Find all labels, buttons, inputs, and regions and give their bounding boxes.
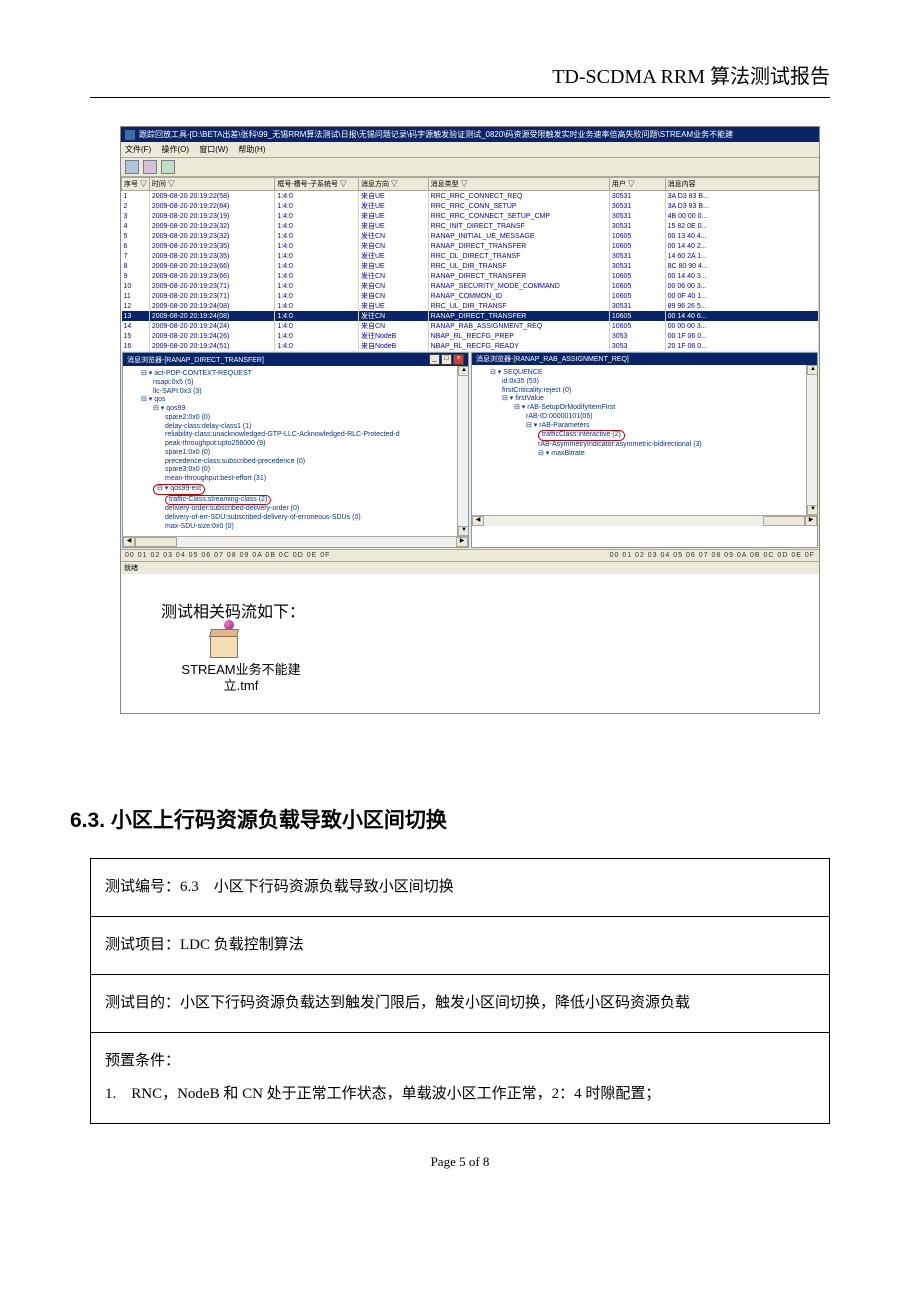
tree-node[interactable]: max-SDU-size:0x0 (0): [165, 523, 451, 532]
grid-header[interactable]: 时间 ▽: [149, 178, 274, 191]
table-row[interactable]: 112009-08-20 20:19:23(71)1:4:0来自CNRANAP_…: [122, 291, 819, 301]
hex-ruler: 00 01 02 03 04 05 06 07 08 09 0A 0B 0C 0…: [121, 549, 819, 561]
table-row[interactable]: 22009-08-20 20:19:22(84)1:4:0发往UERRC_RRC…: [122, 201, 819, 211]
hex-left: 00 01 02 03 04 05 06 07 08 09 0A 0B 0C 0…: [125, 552, 330, 559]
menu-bar[interactable]: 文件(F) 操作(O) 窗口(W) 帮助(H): [121, 142, 819, 158]
tree-node[interactable]: precedence-class:subscribed-precedence (…: [165, 458, 451, 467]
table-row[interactable]: 92009-08-20 20:19:23(66)1:4:0发往CNRANAP_D…: [122, 271, 819, 281]
tree-node[interactable]: ⊟ ▾ SEQUENCE: [490, 369, 800, 378]
tree-node[interactable]: rAB-ID:00000101(05): [526, 413, 800, 422]
table-row[interactable]: 122009-08-20 20:19:24(08)1:4:0来自UERRC_UL…: [122, 301, 819, 311]
table-row[interactable]: 32009-08-20 20:19:23(19)1:4:0来自UERRC_RRC…: [122, 211, 819, 221]
menu-file[interactable]: 文件(F): [125, 145, 151, 154]
refresh-icon[interactable]: [161, 160, 175, 174]
table-row[interactable]: 12009-08-20 20:19:22(58)1:4:0来自UERRC_RRC…: [122, 191, 819, 202]
tree-node[interactable]: ⊟ ▾ qos99: [153, 405, 451, 414]
tree-node[interactable]: delivery-of-err-SDU:subscribed-delivery-…: [165, 514, 451, 523]
right-vscroll[interactable]: ▲▼: [806, 365, 817, 515]
grid-header[interactable]: 序号 ▽: [122, 178, 150, 191]
table-row[interactable]: 72009-08-20 20:19:23(35)1:4:0发往UERRC_DL_…: [122, 251, 819, 261]
tree-node[interactable]: ⊟ ▾ rAB-SetupOrModifyItemFirst: [514, 404, 800, 413]
file-label: STREAM业务不能建立.tmf: [171, 662, 311, 696]
tree-node[interactable]: trafficClass:interactive (2): [538, 430, 800, 441]
table-row[interactable]: 142009-08-20 20:19:24(24)1:4:0来自CNRANAP_…: [122, 321, 819, 331]
attached-file[interactable]: STREAM业务不能建立.tmf: [171, 630, 311, 696]
left-pane-title-text: 消息浏览器-[RANAP_DIRECT_TRANSFER]: [127, 355, 264, 365]
header-rule: [90, 97, 830, 98]
tree-node[interactable]: traffic-Class:streaming-class (2): [165, 495, 451, 506]
tree-node[interactable]: firstCriticality:reject (0): [502, 387, 800, 396]
grid-header[interactable]: 框号-槽号-子系统号 ▽: [275, 178, 359, 191]
tree-node[interactable]: ⊟ ▾ qos: [141, 396, 451, 405]
spec-row-item: 测试项目：LDC 负载控制算法: [91, 917, 830, 975]
tree-node[interactable]: peak-throughput:upto256000 (9): [165, 440, 451, 449]
tree-node[interactable]: ⊟ ▾ maxBitrate: [538, 450, 800, 459]
right-pane-title: 消息浏览器-[RANAP_RAB_ASSIGNMENT_REQ]: [472, 353, 817, 365]
tree-node[interactable]: ⊟ ▾ firstValue: [502, 395, 800, 404]
right-pane: 消息浏览器-[RANAP_RAB_ASSIGNMENT_REQ] ⊟ ▾ SEQ…: [471, 352, 818, 548]
spec-row-precond: 预置条件： 1. RNC，NodeB 和 CN 处于正常工作状态，单载波小区工作…: [91, 1033, 830, 1124]
open-icon[interactable]: [125, 160, 139, 174]
below-caption: 测试相关码流如下：: [161, 598, 819, 622]
table-row[interactable]: 82009-08-20 20:19:23(66)1:4:0来自UERRC_UL_…: [122, 261, 819, 271]
tree-node[interactable]: mean-throughput:best-effort (31): [165, 475, 451, 484]
menu-window[interactable]: 窗口(W): [199, 145, 228, 154]
detail-panes: 消息浏览器-[RANAP_DIRECT_TRANSFER] _□× ⊟ ▾ ac…: [121, 351, 819, 549]
tree-node[interactable]: delay-class:delay-class1 (1): [165, 423, 451, 432]
grid-header[interactable]: 用户 ▽: [609, 178, 665, 191]
left-pane-winbuttons[interactable]: _□×: [428, 354, 464, 365]
embedded-screenshot: 跟踪回放工具-[D:\BETA出差\张科\99_无锡RRM算法测试\日报\无锡问…: [120, 126, 820, 714]
window-title-text: 跟踪回放工具-[D:\BETA出差\张科\99_无锡RRM算法测试\日报\无锡问…: [139, 129, 733, 140]
test-spec-table: 测试编号：6.3 小区下行码资源负载导致小区间切换 测试项目：LDC 负载控制算…: [90, 858, 830, 1124]
grid-header[interactable]: 消息类型 ▽: [428, 178, 609, 191]
minimize-icon[interactable]: _: [429, 354, 440, 365]
page-footer: Page 5 of 8: [90, 1154, 830, 1170]
tree-node[interactable]: llc-SAPI:0x3 (3): [153, 388, 451, 397]
tree-node[interactable]: spare1:0x0 (0): [165, 449, 451, 458]
page-header-title: TD-SCDMA RRM 算法测试报告: [90, 60, 830, 89]
close-icon[interactable]: ×: [453, 354, 464, 365]
menu-operate[interactable]: 操作(O): [161, 145, 189, 154]
status-bar: 就绪: [121, 561, 819, 574]
section-heading-6-3: 6.3. 小区上行码资源负载导致小区间切换: [70, 804, 830, 834]
right-tree[interactable]: ⊟ ▾ SEQUENCEid:0x35 (53)firstCriticality…: [472, 365, 806, 463]
spec-row-purpose: 测试目的：小区下行码资源负载达到触发门限后，触发小区间切换，降低小区码资源负载: [91, 975, 830, 1033]
package-icon: [206, 630, 240, 658]
table-row[interactable]: 42009-08-20 20:19:23(32)1:4:0来自UERRC_INI…: [122, 221, 819, 231]
table-row[interactable]: 52009-08-20 20:19:23(32)1:4:0发往CNRANAP_I…: [122, 231, 819, 241]
table-row[interactable]: 102009-08-20 20:19:23(71)1:4:0来自CNRANAP_…: [122, 281, 819, 291]
table-row[interactable]: 152009-08-20 20:19:24(26)1:4:0发往NodeBNBA…: [122, 331, 819, 341]
tree-node[interactable]: rAB-AsymmetryIndicator:asymmetric-bidire…: [538, 441, 800, 450]
left-hscroll[interactable]: ◀▶: [123, 536, 468, 547]
grid-header[interactable]: 消息方向 ▽: [358, 178, 428, 191]
left-pane: 消息浏览器-[RANAP_DIRECT_TRANSFER] _□× ⊟ ▾ ac…: [122, 352, 469, 548]
table-row[interactable]: 132009-08-20 20:19:24(08)1:4:0发往CNRANAP_…: [122, 311, 819, 321]
tree-node[interactable]: reliability-class:unacknowledged-GTP-LLC…: [165, 431, 451, 440]
hex-right: 00 01 02 03 04 05 06 07 08 09 0A 0B 0C 0…: [610, 552, 815, 559]
trace-grid[interactable]: 序号 ▽时间 ▽框号-槽号-子系统号 ▽消息方向 ▽消息类型 ▽用户 ▽消息内容…: [121, 177, 819, 351]
filter-icon[interactable]: [143, 160, 157, 174]
tree-node[interactable]: ⊟ ▾ qos99-ext: [153, 484, 451, 495]
menu-help[interactable]: 帮助(H): [238, 145, 265, 154]
left-vscroll[interactable]: ▲▼: [457, 366, 468, 536]
left-tree[interactable]: ⊟ ▾ act-PDP-CONTEXT-REQUESTnsapi:0x5 (5)…: [123, 366, 457, 536]
tree-node[interactable]: delivery-order:subscribed-delivery-order…: [165, 505, 451, 514]
toolbar: [121, 158, 819, 177]
right-hscroll[interactable]: ◀▶: [472, 515, 817, 526]
table-row[interactable]: 162009-08-20 20:19:24(51)1:4:0来自NodeBNBA…: [122, 341, 819, 351]
tree-node[interactable]: ⊟ ▾ act-PDP-CONTEXT-REQUEST: [141, 370, 451, 379]
table-row[interactable]: 62009-08-20 20:19:23(35)1:4:0来自CNRANAP_D…: [122, 241, 819, 251]
spec-row-id: 测试编号：6.3 小区下行码资源负载导致小区间切换: [91, 859, 830, 917]
tree-node[interactable]: spare3:0x0 (0): [165, 466, 451, 475]
grid-header[interactable]: 消息内容: [665, 178, 818, 191]
tree-node[interactable]: id:0x35 (53): [502, 378, 800, 387]
tree-node[interactable]: nsapi:0x5 (5): [153, 379, 451, 388]
tree-node[interactable]: spare2:0x0 (0): [165, 414, 451, 423]
tree-node[interactable]: ⊟ ▾ rAB-Parameters: [526, 422, 800, 431]
app-icon: [125, 130, 135, 140]
left-pane-title: 消息浏览器-[RANAP_DIRECT_TRANSFER] _□×: [123, 353, 468, 366]
window-titlebar: 跟踪回放工具-[D:\BETA出差\张科\99_无锡RRM算法测试\日报\无锡问…: [121, 127, 819, 142]
maximize-icon[interactable]: □: [441, 354, 452, 365]
right-pane-title-text: 消息浏览器-[RANAP_RAB_ASSIGNMENT_REQ]: [476, 354, 629, 364]
